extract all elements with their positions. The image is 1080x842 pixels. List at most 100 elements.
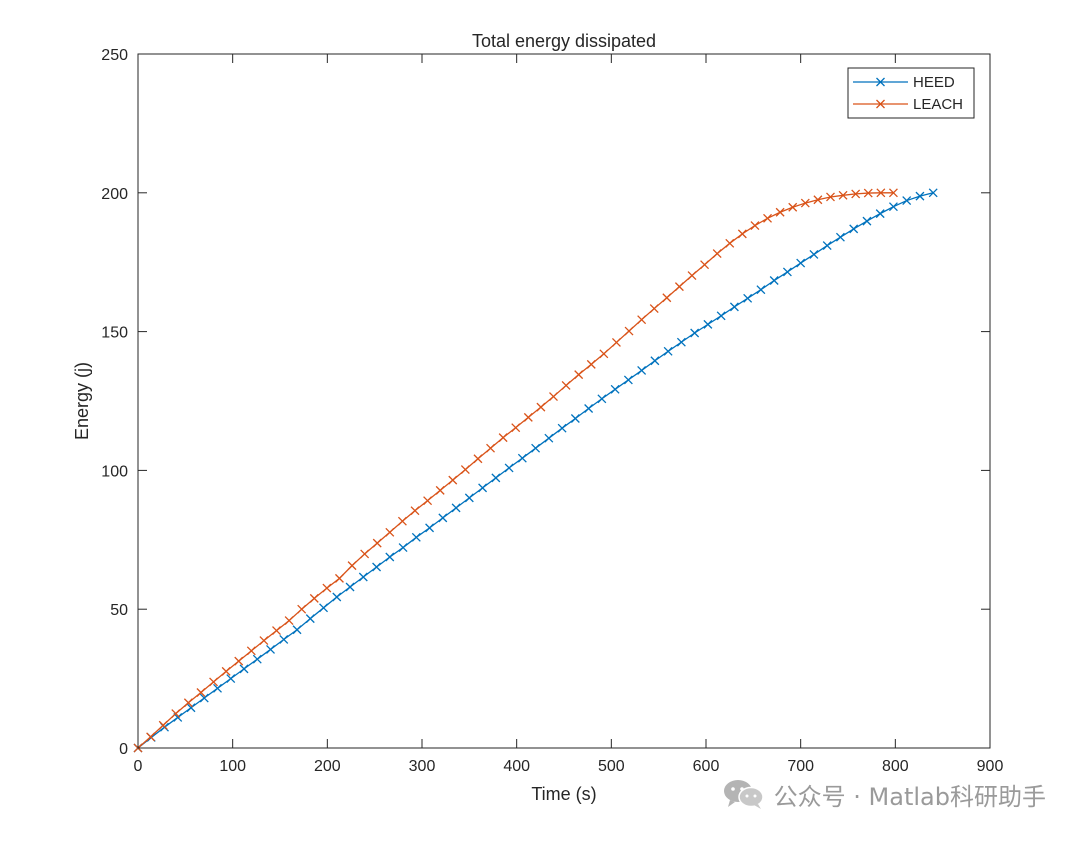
data-point-heed xyxy=(729,302,739,312)
data-point-heed xyxy=(663,346,673,356)
data-point-leach xyxy=(171,709,181,719)
data-point-heed xyxy=(411,532,421,542)
tick-label-layer: 0 100 200 300 400 500 600 700 800 900 0 50 100 150 200… xyxy=(101,47,1003,775)
data-point-leach xyxy=(410,506,420,516)
series-heed xyxy=(133,188,938,753)
data-point-leach xyxy=(146,732,156,742)
data-point-heed xyxy=(637,366,647,375)
x-tick-label: 0 xyxy=(134,758,143,775)
data-point-heed xyxy=(584,404,594,413)
data-point-heed xyxy=(888,202,898,212)
data-point-heed xyxy=(769,276,779,285)
data-point-heed xyxy=(782,267,792,277)
data-point-leach xyxy=(712,249,722,259)
data-point-leach xyxy=(221,666,231,676)
wechat-icon xyxy=(723,780,764,809)
data-point-heed xyxy=(650,356,660,366)
x-tick-label: 700 xyxy=(787,758,814,775)
data-point-heed xyxy=(186,703,196,713)
data-point-leach xyxy=(586,359,596,369)
data-point-leach xyxy=(788,202,798,212)
axes-box xyxy=(137,53,991,749)
data-point-heed xyxy=(266,644,275,654)
data-point-leach xyxy=(725,238,735,248)
data-point-leach xyxy=(574,370,584,380)
legend-box xyxy=(847,67,975,119)
data-point-leach xyxy=(473,454,483,464)
data-point-leach xyxy=(813,195,823,205)
data-point-leach xyxy=(611,337,621,347)
data-point-leach xyxy=(536,402,546,412)
chart-title: Total energy dissipated xyxy=(472,31,656,51)
plot-area xyxy=(138,54,990,748)
data-point-leach xyxy=(183,698,193,708)
data-point-heed xyxy=(623,375,633,385)
legend-marker-leach xyxy=(876,99,885,109)
data-point-heed xyxy=(332,592,342,602)
data-point-heed xyxy=(875,209,885,219)
data-point-leach xyxy=(385,527,395,537)
data-point-heed xyxy=(610,384,620,394)
y-tick-label: 150 xyxy=(101,325,128,342)
data-point-leach xyxy=(599,349,609,359)
series-layer xyxy=(133,188,938,753)
data-point-leach xyxy=(750,221,760,231)
series-leach xyxy=(133,188,898,753)
legend-entry-heed: HEED xyxy=(853,74,955,91)
data-point-heed xyxy=(676,337,686,347)
data-point-heed xyxy=(451,503,461,513)
data-point-heed xyxy=(239,664,249,674)
data-point-heed xyxy=(531,443,541,453)
data-point-heed xyxy=(226,674,236,684)
data-point-heed xyxy=(478,483,488,493)
data-point-leach xyxy=(863,188,873,198)
data-point-leach xyxy=(775,207,785,217)
data-point-leach xyxy=(322,583,332,593)
y-tick-label: 250 xyxy=(101,47,128,64)
data-point-leach xyxy=(498,433,508,443)
data-point-heed xyxy=(292,625,302,635)
y-tick-label: 200 xyxy=(101,186,128,203)
data-point-leach xyxy=(637,315,647,325)
data-point-heed xyxy=(385,552,395,562)
data-point-leach xyxy=(297,604,307,614)
data-point-leach xyxy=(397,516,407,526)
data-point-heed xyxy=(690,328,700,338)
data-point-leach xyxy=(246,646,256,656)
data-point-leach xyxy=(309,593,319,603)
x-tick-label: 900 xyxy=(977,758,1004,775)
data-point-leach xyxy=(674,282,684,292)
data-point-leach xyxy=(649,304,659,314)
data-point-heed xyxy=(319,603,329,613)
y-axis-label: Energy (j) xyxy=(72,362,92,440)
data-point-heed xyxy=(358,572,368,582)
data-point-heed xyxy=(372,562,382,572)
data-point-leach xyxy=(284,616,294,626)
data-point-leach xyxy=(158,720,168,730)
x-tick-label: 400 xyxy=(503,758,530,775)
data-point-heed xyxy=(915,191,925,201)
data-point-leach xyxy=(549,392,558,402)
data-point-leach xyxy=(423,496,433,506)
data-point-heed xyxy=(862,216,872,226)
data-point-leach xyxy=(700,260,710,270)
data-point-heed xyxy=(398,543,408,553)
data-point-leach xyxy=(334,573,344,583)
data-point-leach xyxy=(272,626,281,636)
x-tick-label: 100 xyxy=(219,758,246,775)
x-tick-label: 600 xyxy=(693,758,720,775)
data-point-leach xyxy=(486,443,495,453)
legend: HEED LEACH xyxy=(847,67,975,119)
data-point-leach xyxy=(448,475,458,485)
legend-entry-leach: LEACH xyxy=(853,96,963,113)
data-point-leach xyxy=(624,326,634,336)
data-point-heed xyxy=(597,394,607,404)
data-point-leach xyxy=(347,561,357,571)
data-point-leach xyxy=(662,293,672,303)
data-point-heed xyxy=(544,433,554,443)
data-point-heed xyxy=(305,614,315,624)
data-point-leach xyxy=(234,656,244,666)
x-tick-label: 200 xyxy=(314,758,341,775)
legend-label-leach: LEACH xyxy=(913,96,963,113)
